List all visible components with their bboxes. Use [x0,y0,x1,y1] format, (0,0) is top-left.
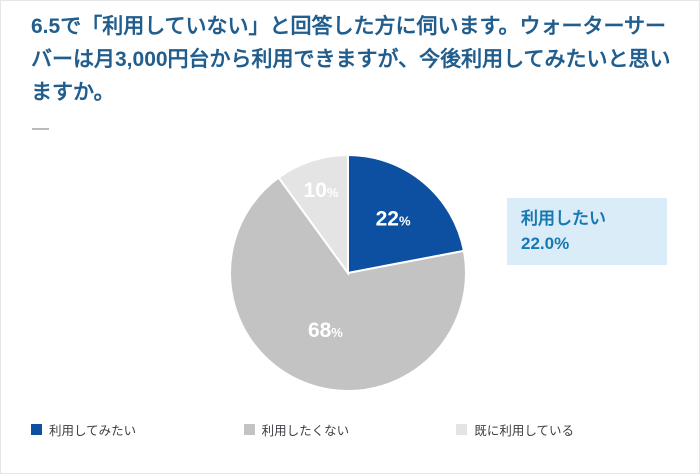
callout-label: 利用したい [521,209,606,228]
legend-swatch [243,424,255,435]
pie-slice-label: 10% [304,179,339,202]
highlight-callout: 利用したい 22.0% [507,198,667,266]
legend-item: 利用したくない [243,420,457,439]
legend-swatch [31,424,42,435]
legend-label: 利用してみたい [49,424,137,438]
legend-label: 利用したくない [261,424,350,438]
pie-slice-2 [277,153,349,277]
callout-value: 22.0% [521,233,570,253]
legend-item: 既に利用している [456,420,669,439]
pie-slice-label: 68% [308,319,343,342]
pie-chart: 22% 68% 10% [229,153,467,393]
pie-slice-0 [347,153,466,275]
chart-legend: 利用してみたい 利用したくない 既に利用している [31,420,669,439]
legend-swatch [456,424,468,435]
legend-label: 既に利用している [474,424,574,438]
title-divider [32,128,49,130]
question-title: 6.5で「利用していない」と回答した方に伺います。ウォーターサーバーは月3,00… [31,15,671,104]
pie-slice-label: 22% [376,207,411,230]
legend-item: 利用してみたい [31,420,244,439]
pie-slice-1 [229,176,467,393]
